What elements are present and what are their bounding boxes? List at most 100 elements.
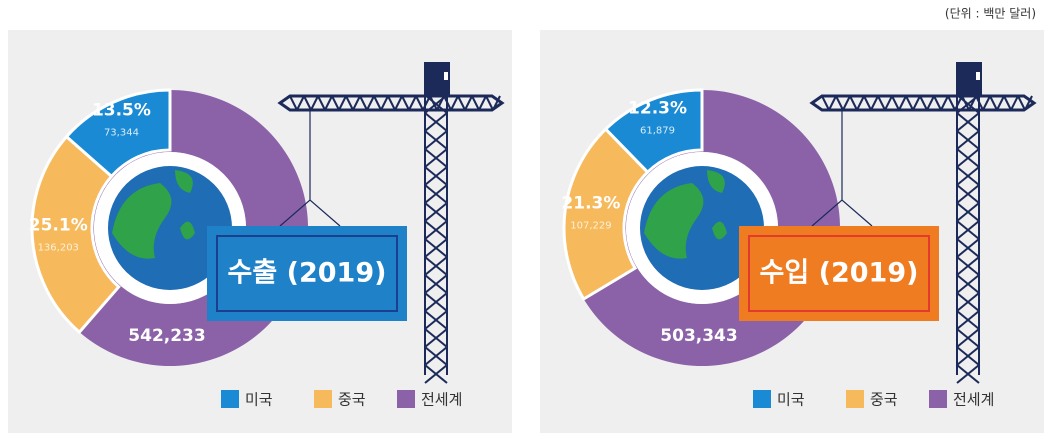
crane-brace (956, 292, 980, 312)
crane (277, 94, 505, 384)
crane-brace (424, 238, 448, 258)
land (712, 221, 727, 240)
crane (809, 94, 1037, 384)
crane-brace (856, 95, 865, 111)
donut-segment (562, 127, 650, 302)
crane-brace (310, 95, 319, 111)
crane-brace (373, 95, 382, 111)
crane-brace (424, 328, 448, 348)
legend-swatch (929, 390, 947, 408)
share-label: 21.3% (561, 194, 620, 214)
crane-brace (424, 112, 448, 132)
legend-label: 중국 (870, 391, 898, 409)
chart-title: 수출 (2019) (228, 258, 387, 289)
legend-label: 중국 (338, 391, 366, 409)
crane-brace (956, 148, 980, 168)
crane-brace (956, 274, 980, 294)
chart-title: 수입 (2019) (760, 258, 919, 289)
land (180, 221, 195, 240)
crane-brace (303, 95, 312, 111)
crane-brace (424, 130, 448, 150)
value-label: 73,344 (104, 127, 139, 138)
crane-brace (457, 95, 466, 111)
crane-brace (956, 166, 980, 186)
crane-brace (408, 95, 417, 111)
legend-swatch (753, 390, 771, 408)
crane-brace (926, 95, 935, 111)
crane-brace (828, 95, 837, 111)
crane-brace (424, 292, 448, 312)
crane-brace (947, 95, 956, 111)
crane-brace (464, 95, 473, 111)
crane-brace (485, 95, 494, 111)
crane-brace (842, 95, 851, 111)
crane-brace (891, 95, 900, 111)
crane-brace (835, 95, 844, 111)
crane-brace (956, 238, 980, 258)
crane-window (976, 72, 980, 80)
crane-brace (424, 220, 448, 240)
share-label: 12.3% (628, 99, 687, 119)
crane-brace (877, 95, 886, 111)
crane-brace (424, 166, 448, 186)
crane-brace (956, 184, 980, 204)
crane-brace (956, 328, 980, 348)
crane-brace (424, 364, 448, 384)
legend-swatch (846, 390, 864, 408)
crane-brace (870, 95, 879, 111)
crane-brace (821, 95, 830, 111)
crane-brace (956, 346, 980, 366)
crane-brace (884, 95, 893, 111)
crane-brace (989, 95, 998, 111)
legend-label: 미국 (777, 391, 805, 409)
crane-brace (317, 95, 326, 111)
crane-brace (359, 95, 368, 111)
legend-swatch (221, 390, 239, 408)
title-box (207, 226, 407, 321)
crane-brace (478, 95, 487, 111)
crane-brace (905, 95, 914, 111)
crane-brace (338, 95, 347, 111)
crane-brace (1024, 95, 1033, 111)
crane-brace (424, 256, 448, 276)
crane-brace (436, 95, 445, 111)
crane-brace (415, 95, 424, 111)
crane-brace (996, 95, 1005, 111)
crane-brace (424, 148, 448, 168)
crane-brace (956, 202, 980, 222)
donut-segment (30, 134, 121, 335)
crane-brace (401, 95, 410, 111)
crane-brace (940, 95, 949, 111)
value-label: 136,203 (38, 242, 79, 253)
unit-note: (단위 : 백만 달러) (945, 7, 1036, 21)
crane-brace (422, 95, 431, 111)
crane-brace (424, 202, 448, 222)
crane-brace (1003, 95, 1012, 111)
value-label: 107,229 (570, 221, 611, 232)
value-label: 503,343 (660, 326, 737, 346)
legend-label: 미국 (245, 391, 273, 409)
crane-brace (956, 310, 980, 330)
crane-brace (849, 95, 858, 111)
crane-brace (956, 220, 980, 240)
crane-brace (1017, 95, 1026, 111)
value-label: 542,233 (128, 326, 205, 346)
crane-brace (380, 95, 389, 111)
crane-brace (956, 112, 980, 132)
crane-sling (811, 199, 873, 227)
crane-brace (424, 274, 448, 294)
title-box-border (216, 235, 398, 312)
value-label: 61,879 (640, 126, 675, 137)
legend-swatch (397, 390, 415, 408)
title-box (739, 226, 939, 321)
crane-brace (331, 95, 340, 111)
crane-window (444, 72, 448, 80)
crane-brace (289, 95, 298, 111)
share-label: 13.5% (92, 100, 151, 120)
land (644, 183, 704, 259)
crane-brace (492, 95, 501, 111)
crane-brace (1010, 95, 1019, 111)
crane-brace (471, 95, 480, 111)
share-label: 25.1% (29, 215, 88, 235)
